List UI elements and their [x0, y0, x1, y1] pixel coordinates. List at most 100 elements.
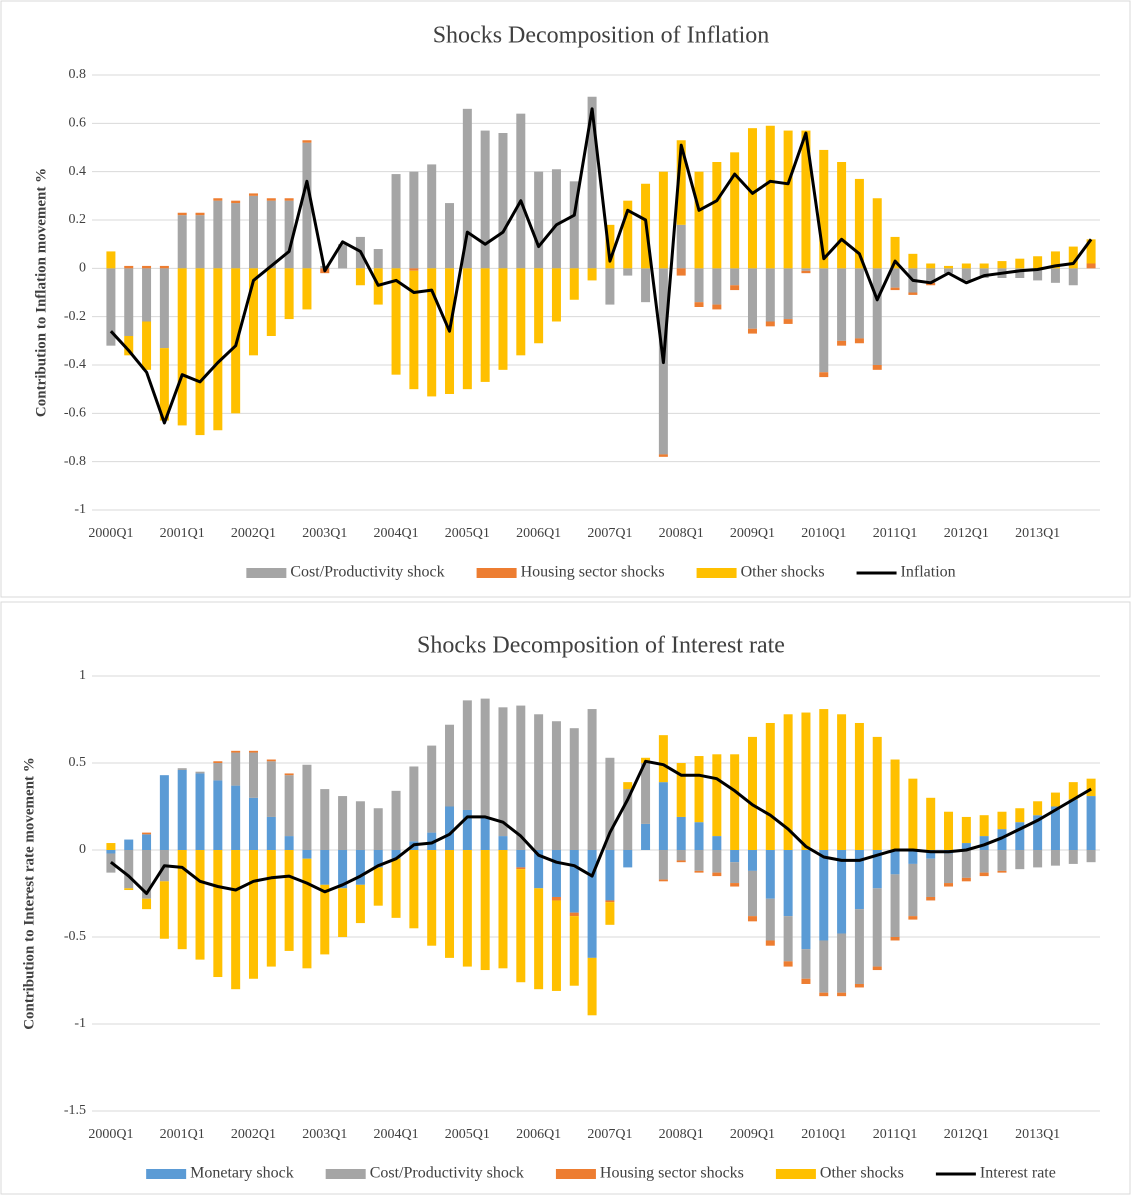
bar-segment	[124, 268, 134, 336]
bar-segment	[819, 372, 829, 378]
y-tick-label: 1	[79, 668, 86, 683]
legend-label: Housing sector shocks	[600, 1165, 744, 1182]
bar-segment	[676, 763, 686, 817]
bar-segment	[712, 162, 722, 269]
bar-segment	[445, 203, 455, 269]
bar-segment	[587, 268, 597, 281]
bar-segment	[979, 263, 989, 269]
y-tick-label: 0.2	[69, 212, 87, 227]
bar-segment	[373, 850, 383, 868]
bar-segment	[409, 270, 419, 390]
bar-segment	[658, 782, 668, 850]
bar-segment	[1050, 251, 1060, 269]
bar-segment	[676, 850, 686, 861]
bar-segment	[195, 212, 205, 216]
bar-segment	[747, 268, 757, 329]
bar-segment	[783, 961, 793, 967]
bar-segment	[551, 900, 561, 991]
bar-segment	[801, 850, 811, 950]
bar-segment	[1068, 799, 1078, 850]
bar-segment	[480, 850, 490, 971]
bar-segment	[730, 152, 740, 269]
x-tick-label: 2013Q1	[1015, 1127, 1060, 1142]
y-axis-label: Contribution to Interest rate movement %	[21, 757, 37, 1030]
bar-segment	[106, 251, 116, 269]
bar-segment	[1086, 850, 1096, 863]
bar-segment	[801, 130, 811, 269]
bar-segment	[177, 769, 187, 850]
bar-segment	[480, 698, 490, 817]
bar-segment	[142, 832, 152, 835]
bar-segment	[1033, 801, 1043, 816]
bar-segment	[783, 916, 793, 962]
bar-segment	[908, 253, 918, 269]
bar-segment	[908, 916, 918, 920]
bar-segment	[765, 268, 775, 322]
bar-segment	[355, 850, 365, 885]
bar-segment	[890, 937, 900, 941]
bar-segment	[944, 811, 954, 850]
x-tick-label: 2009Q1	[730, 526, 775, 541]
bar-segment	[979, 872, 989, 877]
legend-marker	[775, 1169, 816, 1179]
x-tick-label: 2001Q1	[160, 526, 205, 541]
bar-segment	[872, 736, 882, 850]
bar-segment	[266, 759, 276, 762]
bar-segment	[480, 130, 490, 269]
bar-segment	[409, 766, 419, 842]
bar-segment	[819, 940, 829, 993]
y-tick-label: -0.6	[64, 406, 86, 421]
bar-segment	[569, 728, 579, 850]
x-tick-label: 2005Q1	[445, 526, 490, 541]
bar-segment	[551, 896, 561, 901]
bar-segment	[373, 867, 383, 906]
bar-segment	[605, 902, 615, 925]
bar-segment	[266, 850, 276, 967]
bar-segment	[854, 178, 864, 269]
bar-segment	[587, 850, 597, 958]
bar-segment	[1086, 796, 1096, 850]
bar-segment	[926, 797, 936, 850]
bar-segment	[676, 860, 686, 863]
bar-segment	[890, 236, 900, 269]
bar-segment	[1068, 782, 1078, 800]
bar-segment	[498, 850, 508, 969]
bar-segment	[1015, 808, 1025, 823]
bar-segment	[837, 933, 847, 993]
x-tick-label: 2010Q1	[801, 526, 846, 541]
bar-segment	[854, 850, 864, 910]
bar-segment	[623, 268, 633, 276]
bar-segment	[338, 796, 348, 850]
bar-segment	[730, 285, 740, 291]
legend-label: Housing sector shocks	[521, 564, 665, 581]
legend-label: Other shocks	[820, 1165, 904, 1182]
bar-segment	[765, 850, 775, 899]
bar-segment	[1033, 850, 1043, 868]
bar-segment	[819, 709, 829, 850]
bar-segment	[569, 912, 579, 917]
bar-segment	[266, 268, 276, 336]
bar-segment	[944, 853, 954, 884]
bar-segment	[890, 287, 900, 291]
bar-segment	[142, 268, 152, 322]
bar-segment	[534, 850, 544, 889]
bar-segment	[284, 268, 294, 320]
bar-segment	[1086, 263, 1096, 269]
bar-segment	[765, 321, 775, 327]
bar-segment	[231, 750, 241, 753]
bar-segment	[605, 850, 615, 901]
bar-segment	[944, 265, 954, 269]
legend-label: Cost/Productivity shock	[370, 1165, 524, 1182]
bar-segment	[1050, 850, 1060, 866]
bar-segment	[302, 142, 312, 269]
bar-segment	[302, 858, 312, 969]
panel-bottom	[0, 601, 1131, 1195]
bar-segment	[213, 850, 223, 978]
bar-segment	[516, 850, 526, 868]
bar-segment	[712, 836, 722, 850]
bar-segment	[747, 850, 757, 871]
bar-segment	[213, 780, 223, 850]
bar-segment	[195, 215, 205, 269]
bar-segment	[908, 778, 918, 850]
bar-segment	[783, 714, 793, 850]
